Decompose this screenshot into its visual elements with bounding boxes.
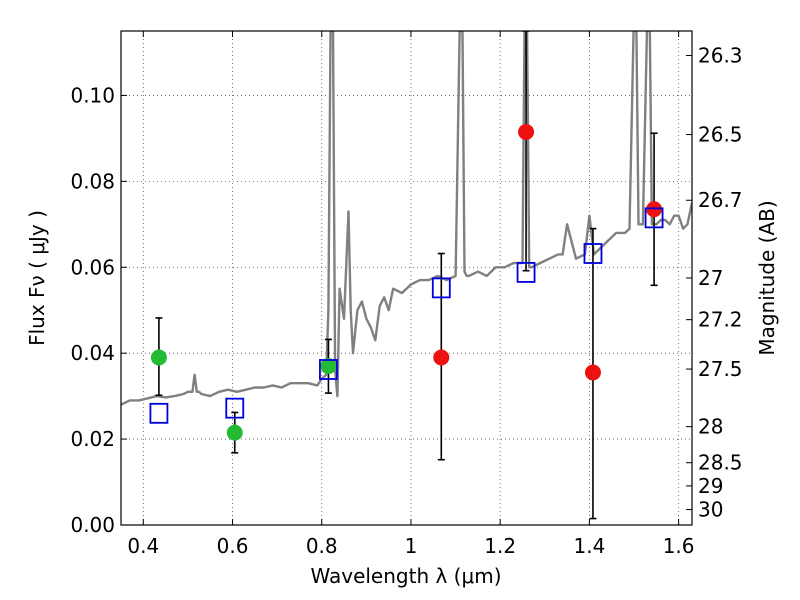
y-tick-label: 0.08 [70, 169, 115, 193]
magnitude-tick-label: 28.5 [698, 451, 743, 475]
magnitude-tick-label: 26.7 [698, 188, 743, 212]
model-photometry-square [644, 207, 664, 229]
green-data-point [150, 349, 167, 366]
model-photometry-square [516, 262, 536, 283]
x-tick-label: 1.2 [484, 534, 516, 558]
model-photometry-square [583, 243, 603, 264]
y-tick-label: 0.06 [70, 255, 115, 279]
chart-marks [121, 31, 692, 520]
red-data-point [584, 364, 601, 381]
model-photometry-square [225, 397, 245, 419]
magnitude-tick-label: 26.3 [698, 43, 743, 67]
magnitude-tick-label: 30 [698, 498, 723, 522]
y-tick-label: 0.10 [70, 83, 115, 107]
axis-ticks: 0.4 0.6 0.8 1 1.2 1.4 1.6 0.00 0.02 0.04 0.06 0.08 0… [70, 31, 743, 558]
x-tick-label: 0.4 [127, 534, 159, 558]
green-data-point [226, 424, 243, 441]
magnitude-tick-label: 26.5 [698, 123, 743, 147]
plot-background [121, 31, 692, 525]
model-photometry-square [431, 277, 451, 299]
model-photometry-square [149, 402, 169, 424]
red-data-point [646, 201, 663, 218]
x-tick-label: 0.6 [217, 534, 249, 558]
magnitude-tick-label: 27.2 [698, 308, 743, 332]
spectrum-line [121, 31, 692, 406]
magnitude-tick-label: 29 [698, 474, 723, 498]
green-data-point [320, 358, 337, 375]
y-tick-label: 0.02 [70, 427, 115, 451]
right-axis-label: Magnitude (AB) [755, 200, 779, 355]
model-photometry-square [319, 359, 338, 380]
y-tick-label: 0.04 [70, 341, 115, 365]
red-data-point [518, 123, 535, 140]
magnitude-tick-label: 27 [698, 266, 723, 290]
x-axis-label: Wavelength λ (μm) [310, 564, 501, 588]
x-tick-label: 0.8 [306, 534, 338, 558]
magnitude-tick-label: 28 [698, 415, 723, 439]
y-tick-label: 0.00 [70, 513, 115, 537]
y-axis-label: Flux Fν ( μJy ) [25, 210, 49, 346]
red-data-point [433, 349, 450, 366]
x-tick-label: 1.4 [573, 534, 605, 558]
magnitude-tick-label: 27.5 [698, 357, 743, 381]
x-tick-label: 1 [405, 534, 418, 558]
x-tick-label: 1.6 [663, 534, 695, 558]
